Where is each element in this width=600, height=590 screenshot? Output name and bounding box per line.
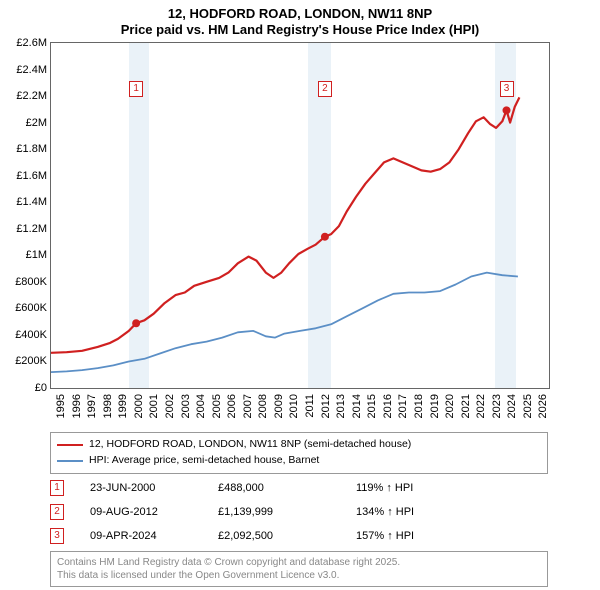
- x-tick-label: 2003: [180, 394, 192, 418]
- sale-row: 1 23-JUN-2000 £488,000 119% ↑ HPI: [50, 476, 548, 500]
- sale-marker-box: 2: [318, 81, 332, 97]
- x-tick-label: 2024: [506, 394, 518, 418]
- x-tick-label: 2014: [351, 394, 363, 418]
- legend-label: HPI: Average price, semi-detached house,…: [89, 453, 319, 469]
- sale-date: 09-APR-2024: [90, 530, 200, 542]
- x-tick-label: 2004: [195, 394, 207, 418]
- x-tick-label: 2008: [257, 394, 269, 418]
- x-tick-label: 2019: [429, 394, 441, 418]
- sale-marker-dot: [321, 233, 329, 241]
- y-tick-label: £800K: [15, 276, 47, 288]
- series-hpi: [51, 273, 518, 373]
- legend-box: 12, HODFORD ROAD, LONDON, NW11 8NP (semi…: [50, 432, 548, 474]
- sale-date: 09-AUG-2012: [90, 506, 200, 518]
- y-tick-label: £2.4M: [16, 64, 47, 76]
- x-tick-label: 2010: [288, 394, 300, 418]
- y-tick-label: £1.2M: [16, 223, 47, 235]
- x-tick-label: 1997: [86, 394, 98, 418]
- title-line1: 12, HODFORD ROAD, LONDON, NW11 8NP: [0, 6, 600, 22]
- sale-row: 3 09-APR-2024 £2,092,500 157% ↑ HPI: [50, 524, 548, 548]
- sale-idx-box: 2: [50, 504, 64, 520]
- sale-marker-box: 3: [500, 81, 514, 97]
- footer-box: Contains HM Land Registry data © Crown c…: [50, 551, 548, 587]
- x-tick-label: 1999: [117, 394, 129, 418]
- x-tick-label: 2005: [211, 394, 223, 418]
- x-tick-label: 2001: [148, 394, 160, 418]
- x-tick-label: 2011: [304, 394, 316, 418]
- y-tick-label: £1M: [26, 249, 47, 261]
- sale-price: £1,139,999: [218, 506, 338, 518]
- y-tick-label: £200K: [15, 355, 47, 367]
- x-tick-label: 2000: [133, 394, 145, 418]
- y-tick-label: £1.6M: [16, 170, 47, 182]
- x-tick-label: 2017: [397, 394, 409, 418]
- legend-row: 12, HODFORD ROAD, LONDON, NW11 8NP (semi…: [57, 437, 541, 453]
- x-tick-label: 2015: [366, 394, 378, 418]
- chart-plot-area: £0£200K£400K£600K£800K£1M£1.2M£1.4M£1.6M…: [50, 42, 550, 389]
- footer-line2: This data is licensed under the Open Gov…: [57, 569, 541, 582]
- sale-pct: 119% ↑ HPI: [356, 482, 476, 494]
- y-tick-label: £2.2M: [16, 90, 47, 102]
- x-tick-label: 1996: [71, 394, 83, 418]
- chart-lines-svg: [51, 43, 549, 388]
- x-tick-label: 2025: [522, 394, 534, 418]
- sale-price: £488,000: [218, 482, 338, 494]
- legend-swatch: [57, 460, 83, 462]
- x-tick-label: 1995: [55, 394, 67, 418]
- x-tick-label: 2016: [382, 394, 394, 418]
- title-line2: Price paid vs. HM Land Registry's House …: [0, 22, 600, 38]
- sale-pct: 157% ↑ HPI: [356, 530, 476, 542]
- sale-marker-dot: [132, 319, 140, 327]
- legend-row: HPI: Average price, semi-detached house,…: [57, 453, 541, 469]
- sale-marker-box: 1: [129, 81, 143, 97]
- x-tick-label: 2007: [242, 394, 254, 418]
- sale-idx-box: 1: [50, 480, 64, 496]
- x-tick-label: 1998: [102, 394, 114, 418]
- x-tick-label: 2002: [164, 394, 176, 418]
- x-tick-label: 2020: [444, 394, 456, 418]
- x-tick-label: 2023: [491, 394, 503, 418]
- x-tick-label: 2022: [475, 394, 487, 418]
- y-tick-label: £600K: [15, 302, 47, 314]
- chart-title: 12, HODFORD ROAD, LONDON, NW11 8NP Price…: [0, 0, 600, 39]
- legend-label: 12, HODFORD ROAD, LONDON, NW11 8NP (semi…: [89, 437, 411, 453]
- x-tick-label: 2026: [537, 394, 549, 418]
- y-tick-label: £1.4M: [16, 196, 47, 208]
- x-tick-label: 2021: [460, 394, 472, 418]
- y-tick-label: £0: [35, 382, 47, 394]
- x-tick-label: 2013: [335, 394, 347, 418]
- y-tick-label: £2M: [26, 117, 47, 129]
- legend-swatch: [57, 444, 83, 446]
- x-tick-label: 2012: [320, 394, 332, 418]
- sales-table: 1 23-JUN-2000 £488,000 119% ↑ HPI 2 09-AUG-20…: [50, 476, 548, 548]
- x-tick-label: 2006: [226, 394, 238, 418]
- sale-price: £2,092,500: [218, 530, 338, 542]
- sale-pct: 134% ↑ HPI: [356, 506, 476, 518]
- sale-row: 2 09-AUG-2012 £1,139,999 134% ↑ HPI: [50, 500, 548, 524]
- footer-line1: Contains HM Land Registry data © Crown c…: [57, 556, 541, 569]
- sale-idx-box: 3: [50, 528, 64, 544]
- x-tick-label: 2009: [273, 394, 285, 418]
- series-price_paid: [51, 97, 519, 352]
- y-tick-label: £1.8M: [16, 143, 47, 155]
- sale-marker-dot: [503, 106, 511, 114]
- y-tick-label: £400K: [15, 329, 47, 341]
- y-tick-label: £2.6M: [16, 37, 47, 49]
- sale-date: 23-JUN-2000: [90, 482, 200, 494]
- x-tick-label: 2018: [413, 394, 425, 418]
